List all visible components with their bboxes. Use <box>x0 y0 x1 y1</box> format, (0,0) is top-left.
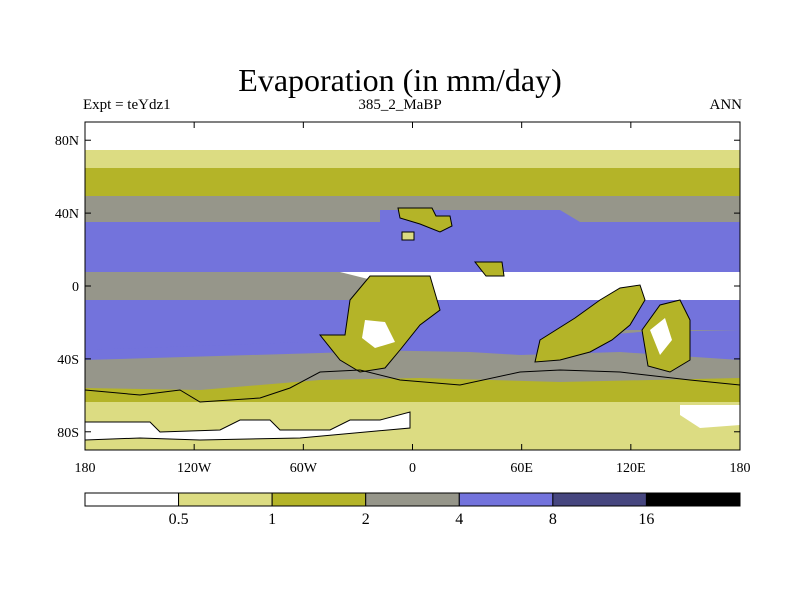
x-tick-label: 60E <box>510 461 533 476</box>
colorbar-label: 0.5 <box>169 511 189 528</box>
map-fill <box>85 122 740 450</box>
band-1-2-north <box>85 168 740 196</box>
band-0.5-1-south <box>85 402 740 450</box>
land-north-island <box>397 207 453 233</box>
band-1-2-south <box>85 378 740 404</box>
y-tick-label: 80S <box>57 426 79 441</box>
y-tick-label: 80N <box>55 134 79 149</box>
chart-title: Evaporation (in mm/day) <box>238 62 562 98</box>
colorbar: 0.5 1 2 4 8 16 <box>84 492 741 528</box>
colorbar-swatch <box>365 492 460 507</box>
band-0.5-1-north <box>85 150 740 168</box>
colorbar-label: 1 <box>268 511 276 528</box>
x-tick-label: 180 <box>75 461 96 476</box>
x-tick-label: 120W <box>177 461 212 476</box>
colorbar-label: 4 <box>455 511 463 528</box>
y-tick-label: 40N <box>55 207 79 222</box>
colorbar-label: 8 <box>549 511 557 528</box>
colorbar-swatch <box>458 492 554 507</box>
colorbar-swatch <box>178 492 273 507</box>
x-tick-label: 180 <box>730 461 751 476</box>
colorbar-swatch <box>552 492 647 507</box>
axes: 180 120W 60W 0 60E 120E 180 80N 40N 0 40S 80S <box>55 122 751 476</box>
band-2-4-equator-west <box>85 272 380 300</box>
colorbar-swatch <box>84 492 180 507</box>
y-tick-label: 40S <box>57 353 79 368</box>
land-gondwana-east <box>534 284 646 363</box>
season-label: ANN <box>709 97 743 113</box>
x-tick-label: 120E <box>616 461 646 476</box>
time-label: 385_2_MaBP <box>358 97 442 113</box>
colorbar-label: 2 <box>362 511 370 528</box>
x-tick-label: 60W <box>290 461 318 476</box>
band-4-8 <box>85 222 740 272</box>
y-tick-label: 0 <box>72 280 79 295</box>
colorbar-label: 16 <box>638 511 654 528</box>
colorbar-swatch <box>645 492 741 507</box>
land-southern-continent <box>85 369 740 450</box>
x-tick-label: 0 <box>409 461 416 476</box>
colorbar-swatch <box>271 492 367 507</box>
experiment-label: Expt = teYdz1 <box>83 97 171 113</box>
